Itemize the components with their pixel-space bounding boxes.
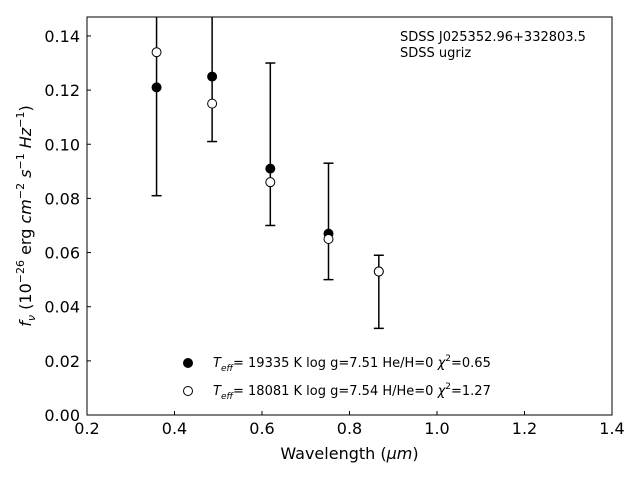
x-tick-label: 1.0 [424, 419, 449, 438]
y-tick-label: 0.10 [44, 135, 80, 154]
x-axis-label: Wavelength (μm) [280, 444, 418, 463]
legend-entry-filled: Teff= 19335 K log g=7.51 He/H=0 χ2=0.65 [213, 354, 491, 374]
x-tick-label: 0.6 [249, 419, 274, 438]
data-point-filled [151, 82, 162, 93]
x-tick-label: 1.4 [599, 419, 624, 438]
data-point-filled [207, 71, 218, 82]
plot-content [151, 17, 384, 330]
legend: Teff= 19335 K log g=7.51 He/H=0 χ2=0.65 … [183, 354, 491, 402]
y-axis-label: fν (10−26 erg cm−2 s−1 Hz−1) [14, 105, 38, 326]
x-tick-label: 0.2 [74, 419, 99, 438]
legend-marker-filled [183, 358, 193, 368]
y-tick-label: 0.12 [44, 81, 80, 100]
legend-entry-open: Teff= 18081 K log g=7.54 H/He=0 χ2=1.27 [213, 382, 491, 402]
y-tick-label: 0.02 [44, 352, 80, 371]
annotation-photometry: SDSS ugriz [400, 46, 471, 61]
y-tick-label: 0.00 [44, 406, 80, 425]
data-point-open [373, 266, 384, 277]
annotation-object-name: SDSS J025352.96+332803.5 [400, 30, 586, 45]
plot-area [151, 17, 384, 330]
x-tick-label: 1.2 [512, 419, 537, 438]
x-tick-label: 0.8 [337, 419, 362, 438]
y-tick-label: 0.08 [44, 189, 80, 208]
y-axis-ticks: 0.00 0.02 0.04 0.06 0.08 0.10 0.12 0.14 [44, 27, 91, 425]
x-tick-label: 0.4 [162, 419, 187, 438]
data-point-open [151, 47, 162, 58]
y-tick-label: 0.06 [44, 244, 80, 263]
legend-marker-open [183, 386, 193, 396]
y-tick-label: 0.14 [44, 27, 80, 46]
data-point-open [207, 98, 218, 109]
data-point-open [323, 234, 334, 245]
x-axis-ticks: 0.2 0.4 0.6 0.8 1.0 1.2 1.4 [74, 411, 625, 438]
data-point-filled [265, 163, 276, 174]
data-point-open [265, 177, 276, 188]
y-tick-label: 0.04 [44, 298, 80, 317]
